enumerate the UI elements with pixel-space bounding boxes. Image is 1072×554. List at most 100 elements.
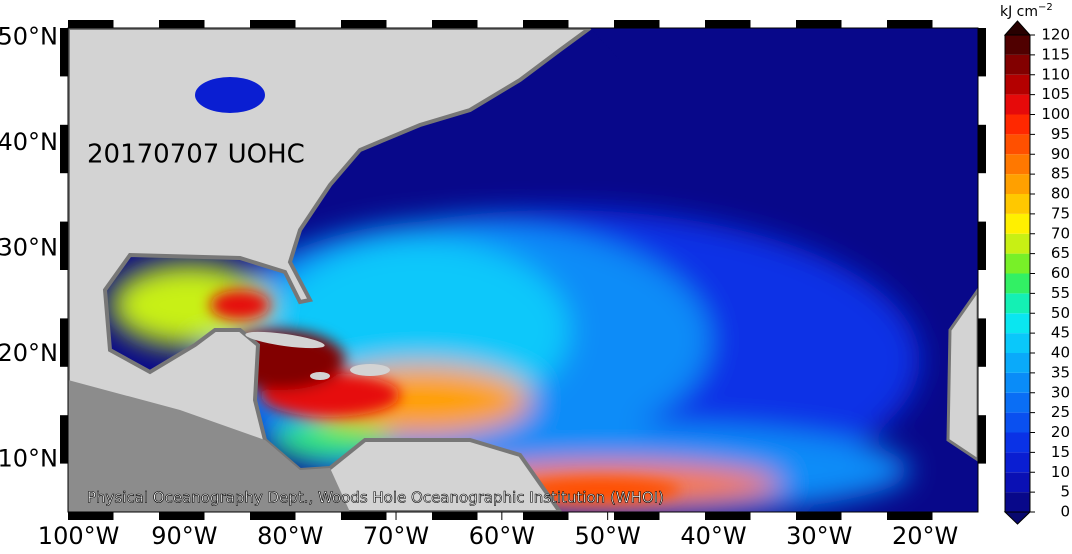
colorbar-tick-label: 65 [1051,244,1070,262]
colorbar-segment [1005,213,1030,234]
cuba [245,331,325,349]
frame-stripe [250,20,296,28]
great-lakes [195,77,265,113]
x-tick-label: 20°W [892,522,958,550]
frame-stripe [978,28,986,77]
frame-stripe [887,512,933,520]
colorbar-segment [1005,313,1030,334]
x-tick-label: 90°W [151,522,217,550]
frame-stripe [341,20,387,28]
colorbar-segment [1005,333,1030,353]
colorbar-under [1003,511,1032,525]
frame-stripe [705,20,751,28]
colorbar-segment [1005,174,1030,194]
frame-stripe [159,20,205,28]
frame-stripe [796,512,842,520]
colorbar-segment [1005,233,1030,254]
x-tick-label: 40°W [680,522,746,550]
colorbar-segment [1005,392,1030,413]
colorbar-tick-label: 0 [1060,503,1070,521]
colorbar-tick-label: 55 [1051,284,1070,302]
colorbar-segment [1005,154,1030,175]
colorbar-tick-label: 40 [1051,344,1070,362]
colorbar-tick-label: 20 [1051,423,1070,441]
frame-stripe [614,512,660,520]
frame-stripe [159,512,205,520]
frame-stripe [614,20,660,28]
colorbar-segment [1005,472,1030,493]
colorbar-tick-label: 105 [1041,85,1070,103]
frame-stripe [978,415,986,464]
x-tick-label: 50°W [575,522,641,550]
colorbar-unit: kJ cm−2 [1000,2,1053,20]
colorbar-over [1003,20,1032,36]
colorbar-tick-label: 80 [1051,185,1070,203]
masked-pacific [68,380,350,512]
x-tick-label: 70°W [363,522,429,550]
frame-stripe [60,124,68,174]
colorbar-tick-label: 5 [1060,483,1070,501]
colorbar-tick-label: 115 [1041,45,1070,63]
colorbar-segment [1005,114,1030,135]
frame-stripe [887,20,933,28]
colorbar-segment [1005,253,1030,274]
map-title: 20170707 UOHC [87,140,305,170]
credit: Physical Oceanography Dept., Woods Hole … [87,489,664,507]
frame-stripe [523,20,569,28]
colorbar-segment [1005,372,1030,393]
colorbar-tick-label: 70 [1051,224,1070,242]
colorbar-segment [1005,273,1030,294]
frame-stripe [432,20,478,28]
colorbar-segment [1005,54,1030,75]
colorbar-tick-label: 120 [1041,26,1070,44]
ocean-north [590,28,978,60]
colorbar-tick-label: 75 [1051,204,1070,222]
land [68,28,594,512]
colorbar-tick-label: 50 [1051,304,1070,322]
colorbar-segment [1005,35,1030,55]
frame-stripe [523,512,569,520]
frame-stripe [60,318,68,367]
colorbar-segment [1005,194,1030,214]
frame-stripe [341,512,387,520]
colorbar-segment [1005,492,1030,512]
frame-stripe [978,124,986,174]
x-tick-label: 80°W [257,522,323,550]
y-tick-label: 10°N [0,444,58,472]
africa [946,287,978,462]
y-tick-label: 40°N [0,128,58,156]
colorbar-tick-label: 30 [1051,383,1070,401]
frame-stripe [68,512,114,520]
frame-stripe [60,221,68,270]
y-tick-label: 20°N [0,339,58,367]
colorbar-tick-label: 15 [1051,443,1070,461]
frame-stripe [796,20,842,28]
colorbar-tick-label: 100 [1041,105,1070,123]
hispaniola [350,364,390,376]
colorbar-segment [1005,353,1030,373]
colorbar-tick-label: 45 [1051,324,1070,342]
colorbar-tick-label: 10 [1051,463,1070,481]
frame-stripe [68,20,114,28]
frame-stripe [250,512,296,520]
colorbar-tick-label: 25 [1051,403,1070,421]
frame-stripe [978,318,986,367]
colorbar-segment [1005,452,1030,473]
colorbar-tick-label: 110 [1041,65,1070,83]
colorbar-segment [1005,134,1030,155]
jamaica [310,372,330,380]
map-field [68,28,978,512]
x-tick-label: 100°W [38,522,120,550]
colorbar-segment [1005,94,1030,115]
colorbar-segment [1005,74,1030,95]
colorbar-tick-label: 60 [1051,264,1070,282]
x-tick-label: 30°W [786,522,852,550]
colorbar-tick-label: 90 [1051,145,1070,163]
colorbar-segment [1005,412,1030,433]
x-tick-label: 60°W [469,522,535,550]
frame-stripe [705,512,751,520]
colorbar-segment [1005,432,1030,453]
frame-stripe [60,28,68,77]
colorbar-segment [1005,293,1030,314]
